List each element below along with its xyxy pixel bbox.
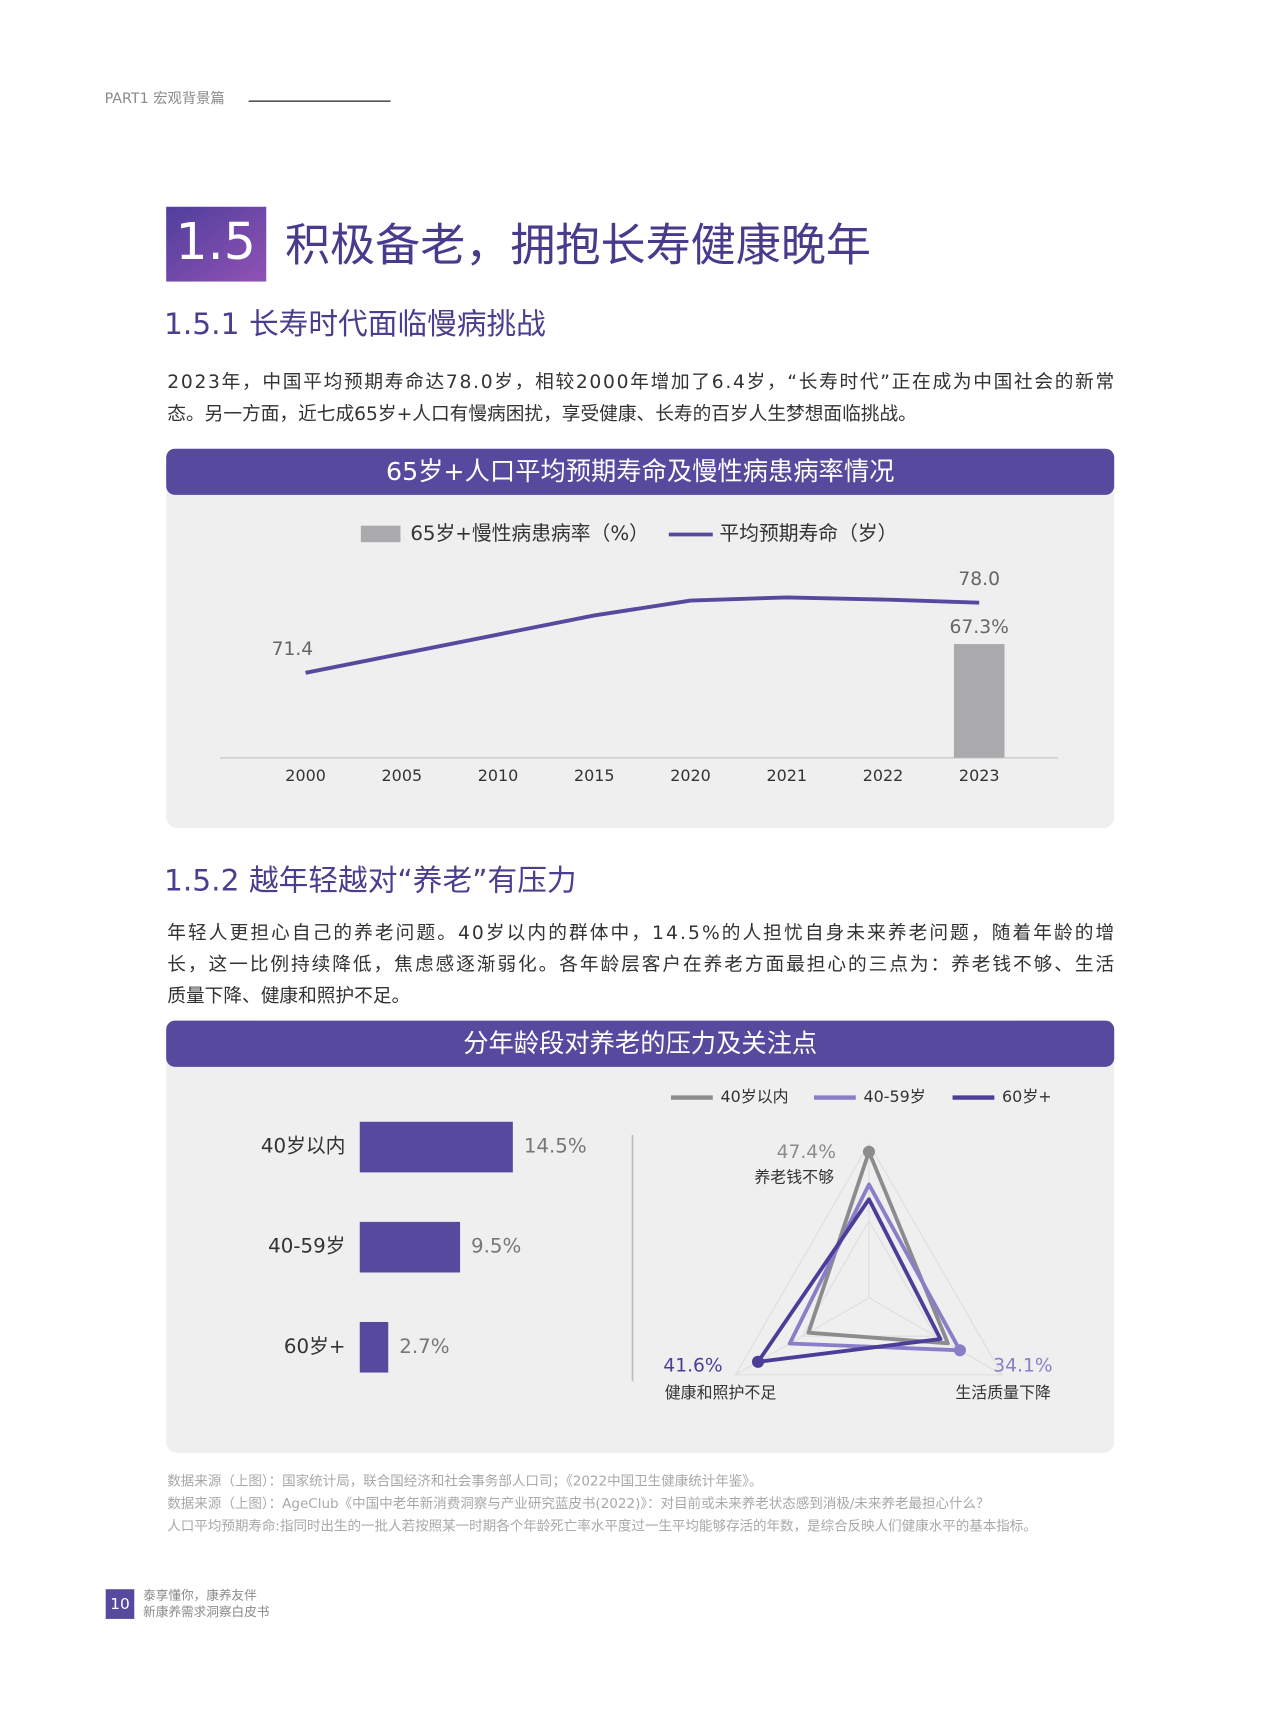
radar-point [953,1344,966,1357]
subsection-title: 1.5.1 长寿时代面临慢病挑战 [164,307,546,342]
data-label: 47.4% [777,1142,836,1163]
subsection-title: 1.5.2 越年轻越对“养老”有压力 [164,864,577,899]
chart-title: 65岁+人口平均预期寿命及慢性病患病率情况 [386,457,894,486]
radar-point [751,1355,765,1368]
radar-point [862,1145,876,1158]
x-tick-label: 2021 [766,766,807,785]
x-tick-label: 2015 [574,766,615,785]
x-tick-label: 2010 [478,766,519,785]
chart-title: 分年龄段对养老的压力及关注点 [463,1029,817,1058]
legend-label: 40-59岁 [863,1087,925,1106]
paragraph-line: 长，这一比例持续降低，焦虑感逐渐弱化。各年龄层客户在养老方面最担心的三点为：养老… [167,955,1114,976]
bar [953,644,1005,758]
chart-title-bar [166,448,1115,495]
legend-label: 65岁+慢性病患病率（%） [410,522,649,545]
axis-label: 生活质量下降 [955,1383,1051,1402]
bar [359,1321,389,1373]
paragraph-line: 2023年，中国平均预期寿命达78.0岁，相较2000年增加了6.4岁，“长寿时… [167,372,1114,393]
paragraph-line: 态。另一方面，近七成65岁+人口有慢病困扰，享受健康、长寿的百岁人生梦想面临挑战… [167,404,917,425]
chart-panel [166,448,1115,829]
data-label: 2.7% [399,1335,449,1358]
x-tick-label: 2005 [382,766,423,785]
y-tick-label: 60岁+ [284,1335,346,1358]
legend-label: 平均预期寿命（岁） [719,522,897,545]
data-label: 67.3% [950,617,1009,638]
radar-spoke [868,1297,1003,1376]
y-tick-label: 40岁以内 [261,1135,346,1158]
data-label: 71.4 [272,639,314,660]
axis-label: 养老钱不够 [754,1167,834,1186]
section-number: 1.5 [175,212,255,271]
section-number-box [166,206,267,282]
bar [359,1221,461,1273]
data-label: 34.1% [993,1355,1052,1376]
page-number: 10 [110,1595,130,1613]
source-note: 数据来源（上图）：AgeClub《中国中老年新消费洞察与产业研究蓝皮书(2022… [167,1495,989,1512]
radar-frame [734,1142,1004,1376]
data-label: 78.0 [958,569,1000,590]
footer-line: 泰享懂你，康养友伴 [143,1587,257,1602]
bar [359,1121,513,1173]
x-tick-label: 2023 [959,766,1000,785]
x-tick-label: 2022 [863,766,904,785]
header-part: PART1 宏观背景篇 [105,90,225,107]
source-note: 数据来源（上图）：国家统计局，联合国经济和社会事务部人口司；《2022中国卫生健… [167,1472,762,1489]
legend-label: 60岁+ [1002,1087,1052,1106]
legend-swatch [360,525,401,543]
radar-series [756,1197,943,1364]
y-tick-label: 40-59岁 [268,1235,345,1258]
x-tick-label: 2020 [670,766,711,785]
footer-line: 新康养需求洞察白皮书 [143,1604,269,1619]
data-label: 9.5% [471,1235,521,1258]
line [305,595,980,675]
axis-label: 健康和照护不足 [665,1383,777,1402]
data-label: 14.5% [524,1135,587,1158]
legend-label: 40岁以内 [720,1087,788,1106]
data-label: 41.6% [663,1355,722,1376]
chart-title-bar [166,1020,1115,1067]
paragraph-line: 年轻人更担心自己的养老问题。40岁以内的群体中，14.5%的人担忧自身未来养老问… [167,923,1114,944]
page-number-box [105,1589,135,1619]
source-note: 人口平均预期寿命:指同时出生的一批人若按照某一时期各个年龄死亡率水平度过一生平均… [167,1518,1037,1535]
paragraph-line: 质量下降、健康和照护不足。 [167,986,410,1007]
x-tick-label: 2000 [285,766,326,785]
section-title: 积极备老，拥抱长寿健康晚年 [285,219,871,272]
